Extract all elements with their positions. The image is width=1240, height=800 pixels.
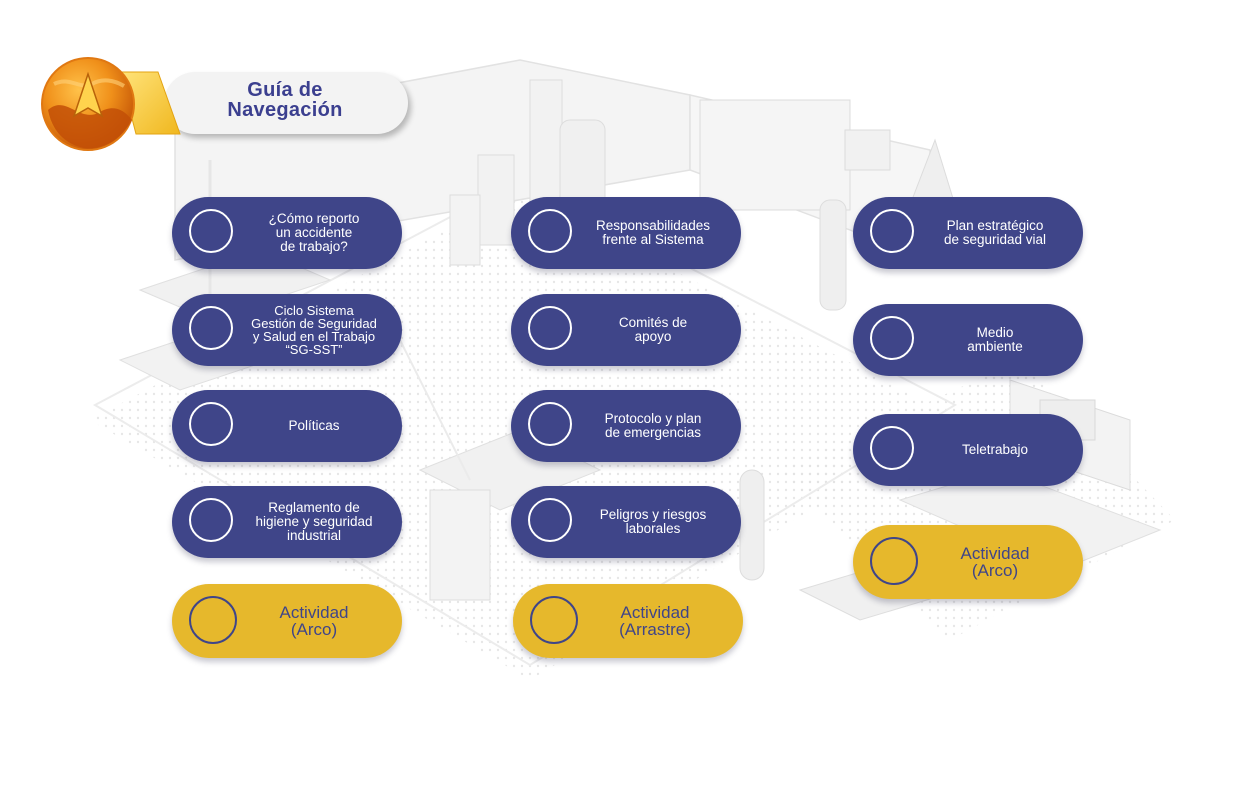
compass-icon bbox=[41, 57, 181, 151]
nav-button-medio-ambiente[interactable]: Medio ambiente bbox=[853, 304, 1083, 376]
activity-button-label: Actividad (Arco) bbox=[960, 544, 1030, 580]
circle-icon bbox=[528, 209, 572, 253]
nav-button-label: Reglamento de higiene y seguridad indust… bbox=[255, 500, 373, 543]
nav-button-ciclo-sg-sst[interactable]: Ciclo Sistema Gestión de Seguridad y Sal… bbox=[172, 294, 402, 366]
nav-button-teletrabajo[interactable]: Teletrabajo bbox=[853, 414, 1083, 486]
circle-icon bbox=[528, 306, 572, 350]
circle-icon bbox=[870, 537, 918, 585]
activity-button-arco[interactable]: Actividad (Arco) bbox=[172, 584, 402, 658]
nav-button-politicas[interactable]: Políticas bbox=[172, 390, 402, 462]
circle-icon bbox=[528, 498, 572, 542]
nav-button-label: Protocolo y plan de emergencias bbox=[604, 411, 702, 440]
nav-button-label: Peligros y riesgos laborales bbox=[599, 507, 707, 536]
circle-icon bbox=[870, 426, 914, 470]
nav-button-seguridad-vial[interactable]: Plan estratégico de seguridad vial bbox=[853, 197, 1083, 269]
nav-button-comites-apoyo[interactable]: Comités de apoyo bbox=[511, 294, 741, 366]
nav-button-responsabilidades[interactable]: Responsabilidades frente al Sistema bbox=[511, 197, 741, 269]
circle-icon bbox=[870, 316, 914, 360]
nav-button-label: Plan estratégico de seguridad vial bbox=[943, 218, 1047, 247]
activity-button-label: Actividad (Arco) bbox=[279, 603, 349, 639]
nav-button-reglamento-higiene[interactable]: Reglamento de higiene y seguridad indust… bbox=[172, 486, 402, 558]
nav-button-label: Comités de apoyo bbox=[618, 315, 688, 344]
nav-button-label: Políticas bbox=[288, 418, 340, 433]
nav-button-label: Ciclo Sistema Gestión de Seguridad y Sal… bbox=[251, 303, 377, 357]
circle-icon bbox=[189, 306, 233, 350]
activity-button-label: Actividad (Arrastre) bbox=[619, 603, 691, 639]
nav-button-label: Teletrabajo bbox=[961, 442, 1029, 457]
circle-icon bbox=[530, 596, 578, 644]
nav-button-label: ¿Cómo reporto un accidente de trabajo? bbox=[268, 211, 360, 254]
nav-button-peligros-riesgos[interactable]: Peligros y riesgos laborales bbox=[511, 486, 741, 558]
nav-button-label: Responsabilidades frente al Sistema bbox=[595, 218, 711, 247]
circle-icon bbox=[189, 209, 233, 253]
circle-icon bbox=[870, 209, 914, 253]
nav-button-label: Medio ambiente bbox=[967, 325, 1023, 354]
circle-icon bbox=[189, 596, 237, 644]
circle-icon bbox=[189, 402, 233, 446]
navigation-guide-header: Guía de Navegación bbox=[40, 54, 408, 154]
circle-icon bbox=[189, 498, 233, 542]
nav-button-reporte-accidente[interactable]: ¿Cómo reporto un accidente de trabajo? bbox=[172, 197, 402, 269]
activity-button-arrastre[interactable]: Actividad (Arrastre) bbox=[513, 584, 743, 658]
page-title: Guía de Navegación bbox=[227, 79, 343, 121]
activity-button-arco-2[interactable]: Actividad (Arco) bbox=[853, 525, 1083, 599]
nav-button-protocolo-emergencias[interactable]: Protocolo y plan de emergencias bbox=[511, 390, 741, 462]
header-pill bbox=[164, 72, 408, 134]
circle-icon bbox=[528, 402, 572, 446]
